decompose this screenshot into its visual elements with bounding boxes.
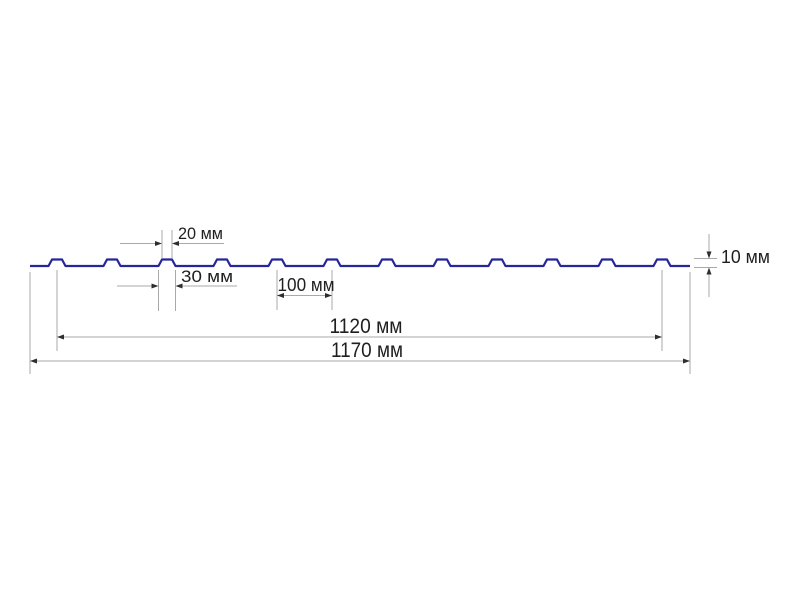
arrowhead-right — [655, 334, 662, 340]
arrowhead-right — [325, 293, 332, 298]
arrowhead-down — [706, 251, 712, 259]
arrowhead-left — [172, 241, 179, 246]
dim-rib-pitch: 100 мм — [276, 270, 335, 310]
dim-label-rib-top-width: 20 мм — [178, 224, 223, 243]
arrowhead-left — [277, 293, 284, 298]
dim-profile-height: 10 мм — [694, 234, 770, 297]
dim-rib-top-width: 20 мм — [120, 224, 224, 258]
arrowhead-up — [706, 267, 712, 275]
arrowhead-left — [57, 334, 64, 340]
dim-label-working-width: 1120 мм — [330, 315, 403, 338]
dim-overall-width: 1170 мм — [29, 272, 691, 374]
dim-label-rib-pitch: 100 мм — [278, 275, 335, 295]
dim-label-rib-base-width: 30 мм — [181, 267, 233, 286]
dim-label-profile-height: 10 мм — [721, 247, 770, 267]
arrowhead-right — [151, 283, 159, 289]
arrowhead-left — [175, 283, 183, 289]
arrowhead-right — [155, 241, 162, 246]
arrowhead-left — [30, 358, 37, 364]
arrowhead-right — [683, 358, 690, 364]
sheet-profile — [30, 258, 690, 268]
dim-working-width: 1120 мм — [56, 270, 663, 351]
dim-rib-base-width: 30 мм — [117, 267, 237, 311]
dim-label-overall-width: 1170 мм — [331, 339, 403, 362]
